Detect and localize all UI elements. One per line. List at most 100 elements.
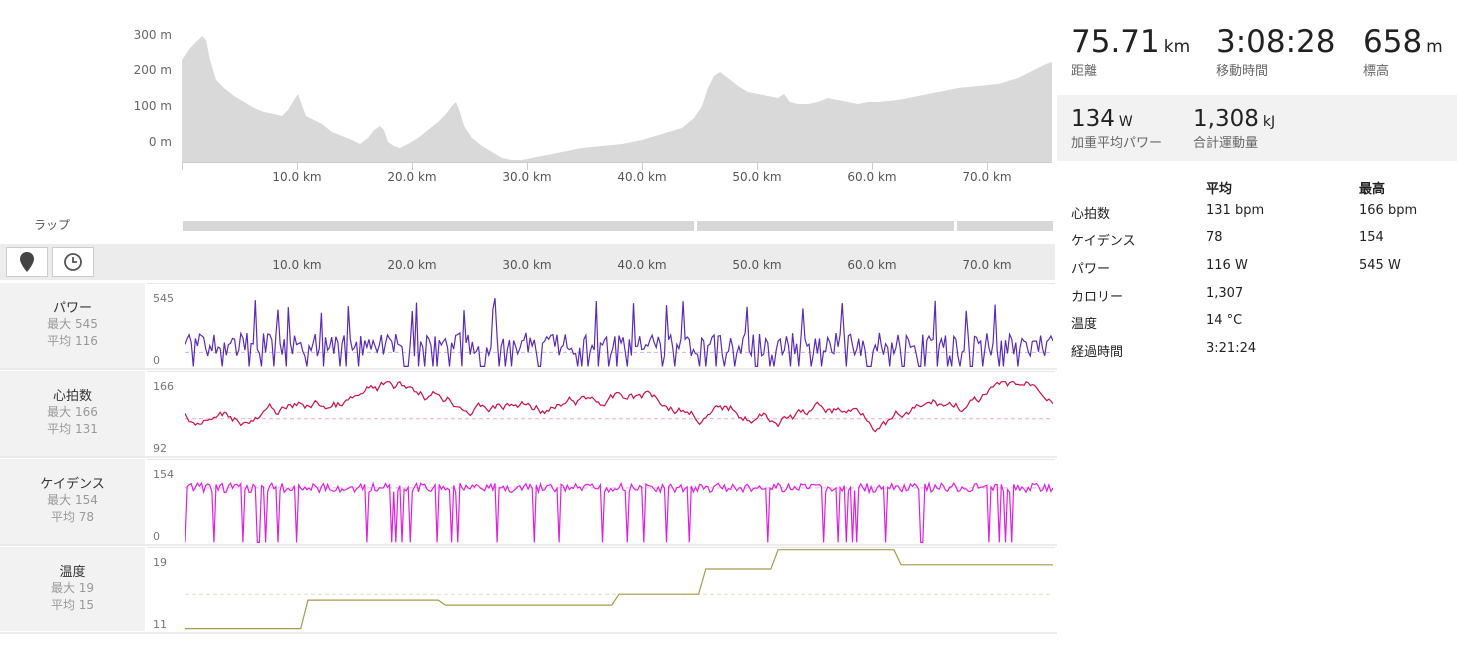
- elevation-x-tick: 50.0 km: [732, 170, 782, 184]
- cadence-series: [185, 480, 1053, 544]
- lap-bar-1[interactable]: [183, 221, 694, 231]
- temperature-label: 温度: [59, 565, 86, 580]
- elevation-y-tick: 200 m: [133, 63, 172, 77]
- stats-row-max: 166 bpm: [1359, 203, 1418, 218]
- total-work-value: 1,308: [1193, 106, 1259, 132]
- series-line: [185, 380, 1053, 433]
- elevation-x-tick: 40.0 km: [617, 170, 667, 184]
- laps-label: ラップ: [34, 218, 71, 232]
- stats-row-label: カロリー: [1071, 290, 1124, 305]
- stats-col-avg: 平均: [1206, 182, 1233, 197]
- total-work-unit: kJ: [1262, 114, 1276, 130]
- time-mode-button[interactable]: [52, 247, 94, 277]
- temperature-panel-label: 温度 最大 19 平均 15: [0, 547, 145, 631]
- heartrate-max: 最大 166: [47, 405, 98, 419]
- power-y-bottom: 0: [153, 354, 160, 367]
- cadence-y-top: 154: [153, 468, 174, 481]
- elevation-label: 標高: [1363, 64, 1390, 79]
- moving-time-stat: 3:08:28 移動時間: [1216, 24, 1336, 79]
- elevation-x-tick: 70.0 km: [962, 170, 1012, 184]
- heartrate-panel-label: 心拍数 最大 166 平均 131: [0, 371, 145, 456]
- distance-label: 距離: [1071, 64, 1098, 79]
- summary-panel: 75.71 km 距離 3:08:28 移動時間 658 m 標高: [1057, 0, 1457, 657]
- elevation-stat: 658 m 標高: [1363, 24, 1443, 79]
- stats-row-label: 温度: [1071, 317, 1098, 332]
- timeline-x-tick: 30.0 km: [502, 258, 552, 272]
- cadence-plot[interactable]: 154 0: [147, 459, 1055, 545]
- cadence-y-bottom: 0: [153, 530, 160, 543]
- cadence-panel-label: ケイデンス 最大 154 平均 78: [0, 459, 145, 544]
- stats-row-avg: 14 °C: [1206, 313, 1243, 328]
- elevation-value: 658: [1363, 24, 1423, 60]
- temperature-y-bottom: 11: [153, 618, 167, 631]
- stats-row-label: パワー: [1071, 262, 1111, 277]
- power-label: パワー: [52, 301, 92, 316]
- temperature-plot[interactable]: 19 11: [147, 547, 1055, 632]
- stats-row-max: 545 W: [1359, 258, 1401, 273]
- weighted-power-value: 134: [1071, 106, 1115, 132]
- cadence-label: ケイデンス: [40, 477, 105, 492]
- total-work-stat: 1,308 kJ 合計運動量: [1193, 106, 1275, 151]
- weighted-power-stat: 134 W 加重平均パワー: [1071, 106, 1162, 151]
- temperature-y-top: 19: [153, 556, 167, 569]
- cadence-avg: 平均 78: [50, 510, 95, 524]
- secondary-stats: [1057, 95, 1457, 161]
- power-panel-label: パワー 最大 545 平均 116: [0, 283, 145, 368]
- stats-row-avg: 3:21:24: [1206, 341, 1257, 356]
- elevation-profile-area: [182, 36, 1052, 162]
- weighted-power-unit: W: [1118, 114, 1133, 130]
- timeline-x-tick: 10.0 km: [272, 258, 322, 272]
- distance-value: 75.71: [1071, 24, 1160, 60]
- distance-stat: 75.71 km 距離: [1071, 24, 1190, 79]
- stats-row-max: 154: [1359, 230, 1384, 245]
- distance-mode-button[interactable]: [6, 247, 48, 277]
- lap-bar-2[interactable]: [697, 221, 954, 231]
- elevation-y-tick: 0 m: [148, 135, 172, 149]
- stats-row-label: ケイデンス: [1071, 234, 1136, 249]
- elevation-unit: m: [1426, 37, 1443, 57]
- heartrate-y-bottom: 92: [153, 442, 167, 455]
- power-plot[interactable]: 545 0: [147, 283, 1055, 369]
- series-line: [185, 297, 1053, 368]
- timeline-x-axis: 10.0 km 20.0 km 30.0 km 40.0 km 50.0 km …: [182, 244, 1052, 280]
- elevation-x-axis: [182, 162, 1052, 163]
- heartrate-label: 心拍数: [52, 389, 92, 404]
- elevation-y-tick: 100 m: [133, 99, 172, 113]
- power-avg: 平均 116: [47, 334, 98, 348]
- elevation-x-tick: 30.0 km: [502, 170, 552, 184]
- timeline-x-tick: 60.0 km: [847, 258, 897, 272]
- moving-time-value: 3:08:28: [1216, 24, 1336, 60]
- clock-icon: [64, 253, 82, 271]
- power-series: [185, 297, 1053, 368]
- stats-row-avg: 116 W: [1206, 258, 1248, 273]
- temperature-series: [185, 549, 1053, 630]
- temperature-max: 最大 19: [50, 581, 95, 595]
- chart-toolbar: [0, 244, 1055, 280]
- stats-row-avg: 131 bpm: [1206, 203, 1265, 218]
- heartrate-y-top: 166: [153, 380, 174, 393]
- stats-row-label: 経過時間: [1071, 345, 1124, 360]
- map-pin-icon: [20, 252, 34, 272]
- heartrate-plot[interactable]: 166 92: [147, 371, 1055, 457]
- series-line: [185, 480, 1053, 544]
- stats-row-avg: 1,307: [1206, 286, 1244, 301]
- stats-row-label: 心拍数: [1071, 207, 1111, 222]
- power-max: 最大 545: [47, 317, 98, 331]
- heartrate-series: [185, 380, 1053, 433]
- elevation-x-tick: 10.0 km: [272, 170, 322, 184]
- total-work-label: 合計運動量: [1193, 136, 1259, 151]
- cadence-max: 最大 154: [47, 493, 98, 507]
- distance-unit: km: [1163, 37, 1191, 57]
- timeline-x-tick: 70.0 km: [962, 258, 1012, 272]
- timeline-x-tick: 40.0 km: [617, 258, 667, 272]
- lap-bar-3[interactable]: [957, 221, 1053, 231]
- elevation-chart[interactable]: 300 m 200 m 100 m 0 m 10.0 km 20.0 km 30…: [0, 0, 1055, 200]
- series-line: [185, 549, 1053, 630]
- elevation-x-tick: 20.0 km: [387, 170, 437, 184]
- temperature-avg: 平均 15: [50, 598, 95, 612]
- elevation-x-tick: 60.0 km: [847, 170, 897, 184]
- timeline-x-tick: 50.0 km: [732, 258, 782, 272]
- elevation-y-tick: 300 m: [133, 28, 172, 42]
- timeline-x-tick: 20.0 km: [387, 258, 437, 272]
- power-y-top: 545: [153, 292, 174, 305]
